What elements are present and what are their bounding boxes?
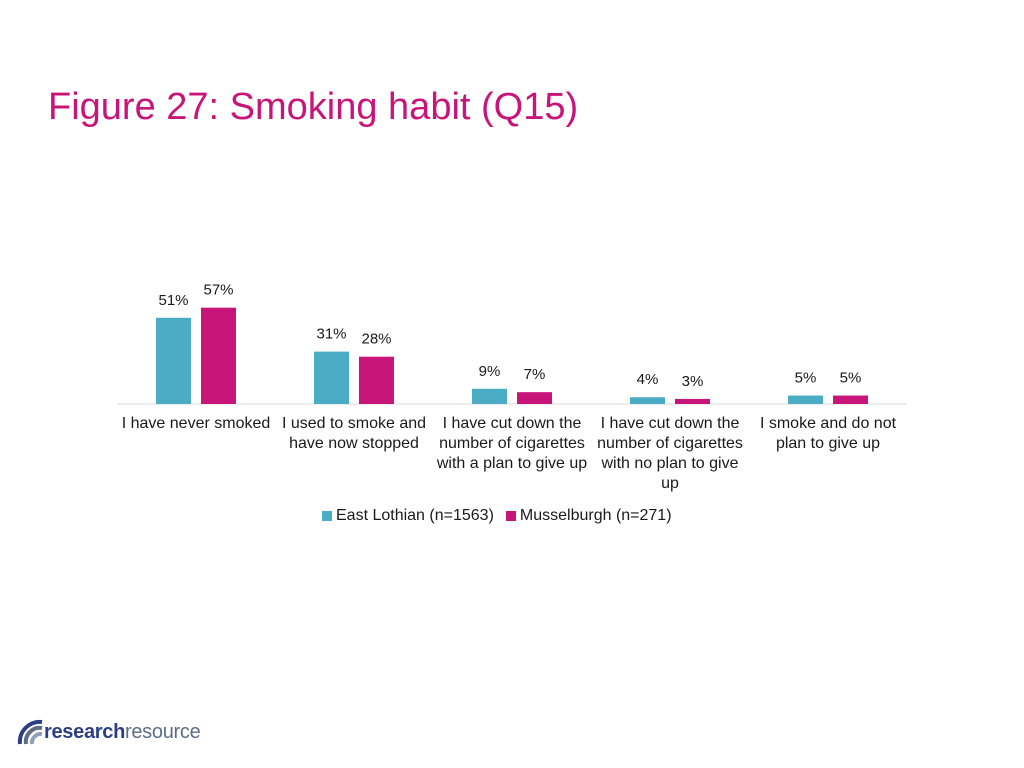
data-label-musselburgh-4: 5% xyxy=(840,370,862,387)
data-label-musselburgh-0: 57% xyxy=(203,282,233,299)
bar-east-lothian-4 xyxy=(788,395,823,404)
data-label-musselburgh-1: 28% xyxy=(361,331,391,348)
legend-label-east-lothian: East Lothian (n=1563) xyxy=(336,507,494,524)
bar-east-lothian-3 xyxy=(630,397,665,404)
data-label-musselburgh-2: 7% xyxy=(524,366,546,383)
data-label-east-lothian-2: 9% xyxy=(479,363,501,380)
page-title: Figure 27: Smoking habit (Q15) xyxy=(48,86,579,128)
data-label-east-lothian-4: 5% xyxy=(795,370,817,387)
category-label-4: I smoke and do not plan to give up xyxy=(759,415,897,452)
bar-musselburgh-2 xyxy=(517,392,552,404)
company-logo: researchresource xyxy=(16,718,201,746)
logo-text: researchresource xyxy=(44,720,201,743)
category-label-0: I have never smoked xyxy=(121,415,271,432)
bar-musselburgh-1 xyxy=(359,356,394,404)
data-label-east-lothian-3: 4% xyxy=(637,371,659,388)
logo-arcs-icon xyxy=(17,719,43,745)
bar-musselburgh-4 xyxy=(833,395,868,404)
data-label-east-lothian-1: 31% xyxy=(316,326,346,343)
category-label-1: I used to smoke and have now stopped xyxy=(281,415,427,452)
category-label-3: I have cut down the number of cigarettes… xyxy=(597,415,743,492)
bar-east-lothian-1 xyxy=(314,351,349,404)
bar-east-lothian-2 xyxy=(472,388,507,404)
chart-legend: East Lothian (n=1563) Musselburgh (n=271… xyxy=(322,507,684,525)
category-label-2: I have cut down the number of cigarettes… xyxy=(436,415,588,472)
legend-label-musselburgh: Musselburgh (n=271) xyxy=(519,507,672,524)
bar-musselburgh-3 xyxy=(675,398,710,404)
data-label-east-lothian-0: 51% xyxy=(158,292,188,309)
legend-item-east-lothian: East Lothian (n=1563) xyxy=(322,507,494,525)
legend-item-musselburgh: Musselburgh (n=271) xyxy=(505,507,672,525)
legend-swatch-musselburgh xyxy=(505,511,516,521)
bar-musselburgh-0 xyxy=(201,307,236,404)
data-label-musselburgh-3: 3% xyxy=(682,373,704,390)
bar-east-lothian-0 xyxy=(156,317,191,404)
legend-swatch-east-lothian xyxy=(322,511,332,521)
